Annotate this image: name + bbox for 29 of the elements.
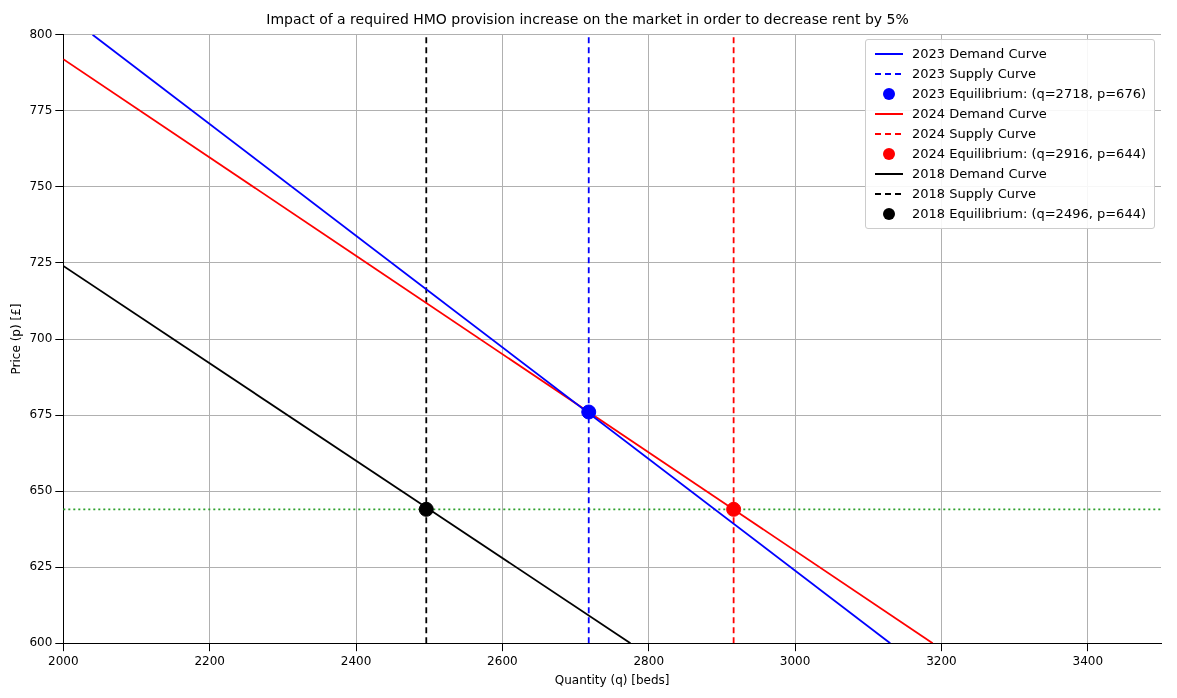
legend-label: 2018 Supply Curve xyxy=(912,186,1037,202)
y-tick-label: 800 xyxy=(29,26,53,41)
chart-title: Impact of a required HMO provision increase on the market in order to decrease rent by 5% xyxy=(266,11,909,28)
legend-label: 2023 Equilibrium: (q=2718, p=676) xyxy=(912,86,1146,102)
x-axis-title: Quantity (q) [beds] xyxy=(554,672,670,687)
x-tick-label: 2200 xyxy=(194,653,225,668)
x-tick-label: 3200 xyxy=(926,653,957,668)
legend-label: 2023 Demand Curve xyxy=(912,46,1047,62)
x-tick-label: 3000 xyxy=(779,653,811,668)
x-tick-label: 2800 xyxy=(633,653,665,668)
y-tick-label: 675 xyxy=(29,407,53,422)
y-tick-label: 650 xyxy=(29,483,53,498)
x-tick-label: 2400 xyxy=(340,653,372,668)
y-tick-label: 700 xyxy=(29,331,53,346)
y-tick-label: 625 xyxy=(29,559,53,574)
legend-label: 2018 Demand Curve xyxy=(912,166,1047,182)
legend-label: 2024 Equilibrium: (q=2916, p=644) xyxy=(912,146,1146,162)
y-tick-label: 775 xyxy=(29,102,53,117)
y-tick-label: 600 xyxy=(29,635,53,650)
y-axis-title: Price (p) [£] xyxy=(9,303,24,375)
legend-label: 2024 Supply Curve xyxy=(912,126,1037,142)
x-tick-label: 3400 xyxy=(1072,653,1104,668)
y-tick-label: 725 xyxy=(29,255,53,270)
legend-label: 2018 Equilibrium: (q=2496, p=644) xyxy=(912,206,1146,222)
legend-label: 2023 Supply Curve xyxy=(912,66,1037,82)
y-tick-label: 750 xyxy=(29,179,53,194)
legend-label: 2024 Demand Curve xyxy=(912,106,1047,122)
x-tick-label: 2600 xyxy=(487,653,518,668)
x-tick-label: 2000 xyxy=(48,653,79,668)
